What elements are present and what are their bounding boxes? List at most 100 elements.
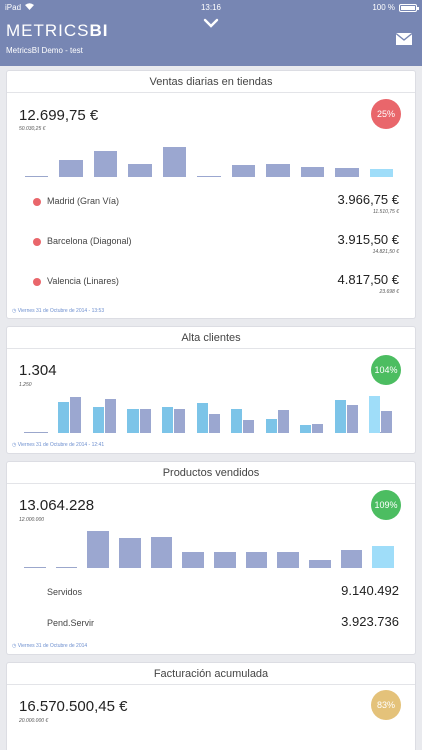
store-target: 11.510,75 € (372, 209, 399, 215)
footer-text: Viernes 31 de Octubre de 2014 - 12:41 (17, 442, 105, 448)
card-title: Productos vendidos (7, 462, 415, 484)
bar-purple (312, 424, 324, 433)
card-facturacion-acumulada[interactable]: Facturación acumulada 16.570.500,45 € 20… (7, 663, 415, 750)
bar (231, 165, 256, 177)
bar-purple (104, 399, 117, 433)
bar-cyan (127, 409, 139, 433)
bar (300, 167, 325, 177)
bar-chart (19, 520, 399, 568)
store-row[interactable]: Barcelona (Diagonal) 3.915,50 € 14.821,5… (19, 232, 399, 262)
bar (59, 160, 83, 177)
store-target: 14.821,50 € (372, 249, 399, 255)
card-footer: ◷ Viernes 31 de Octubre de 2014 - 13:53 (12, 308, 104, 314)
bar-purple (346, 405, 358, 433)
row-label: Pend.Servir (47, 618, 95, 628)
footer-text: Viernes 31 de Octubre de 2014 - 13:53 (17, 308, 105, 314)
bar (128, 164, 152, 177)
card-ventas-diarias[interactable]: Ventas diarias en tiendas 12.699,75 € 50… (7, 71, 415, 318)
card-footer: ◷ Viernes 31 de Octubre de 2014 (12, 643, 87, 649)
status-row[interactable]: Pend.Servir 3.923.736 (19, 614, 399, 634)
bar-empty (24, 432, 49, 433)
bar (150, 537, 173, 568)
card-value: 1.304 (19, 362, 57, 379)
bar (87, 530, 109, 568)
clock-icon: ◷ (12, 308, 17, 314)
row-label: Servidos (47, 587, 83, 597)
status-time: 13:16 (200, 3, 222, 12)
store-row[interactable]: Valencia (Linares) 4.817,50 € 23.698 € (19, 272, 399, 302)
bar (277, 552, 299, 568)
clock-icon: ◷ (12, 643, 17, 649)
card-productos-vendidos[interactable]: Productos vendidos 13.064.228 12.000.000… (7, 462, 415, 654)
device-label: iPad (5, 3, 22, 12)
app-header: METRICSBI MetricsBI Demo - test (0, 16, 422, 66)
bar-cyan (265, 418, 277, 433)
status-bar: iPad 13:16 100 % (0, 0, 422, 16)
bar-cyan (58, 401, 70, 433)
bar-cyan (162, 406, 174, 433)
status-right: 100 % (372, 3, 419, 12)
battery-label: 100 % (372, 3, 395, 12)
bar-cyan (334, 400, 346, 433)
bar (369, 168, 394, 177)
bar-empty (55, 567, 78, 568)
store-value: 4.817,50 € (337, 272, 399, 287)
bar (214, 552, 236, 568)
progress-badge: 83% (371, 690, 401, 720)
chevron-down-icon[interactable] (203, 18, 219, 30)
account-subtitle: MetricsBI Demo - test (6, 46, 83, 55)
row-value: 3.923.736 (341, 614, 399, 629)
progress-badge: 104% (371, 355, 401, 385)
card-alta-clientes[interactable]: Alta clientes 1.304 1.250 104% ◷ Viernes… (7, 327, 415, 453)
battery-icon (399, 3, 419, 12)
bar (266, 164, 290, 177)
store-target: 23.698 € (379, 289, 399, 295)
clock-icon: ◷ (12, 442, 17, 448)
red-dot-icon (33, 198, 41, 206)
bar-chart (19, 129, 399, 177)
bar (309, 559, 331, 568)
store-row[interactable]: Madrid (Gran Vía) 3.966,75 € 11.510,75 € (19, 192, 399, 222)
status-left: iPad (5, 3, 35, 12)
card-target: 50.030,25 € (19, 126, 46, 132)
bar-purple (208, 413, 220, 433)
footer-text: Viernes 31 de Octubre de 2014 (17, 643, 88, 649)
brand-light: METRICS (6, 21, 90, 40)
bar-cyan (300, 425, 312, 433)
card-value: 13.064.228 (19, 497, 95, 514)
bar (182, 552, 204, 568)
card-value: 12.699,75 € (19, 107, 99, 124)
brand-bold: BI (89, 21, 109, 40)
bar (93, 150, 118, 177)
bar-purple (381, 411, 393, 433)
bar (245, 552, 268, 568)
card-title: Ventas diarias en tiendas (7, 71, 415, 93)
app-logo: METRICSBI (6, 21, 109, 41)
store-name: Barcelona (Diagonal) (47, 236, 132, 246)
red-dot-icon (33, 238, 41, 246)
card-title: Facturación acumulada (7, 663, 415, 685)
status-row[interactable]: Servidos 9.140.492 (19, 583, 399, 603)
bar-cyan (196, 403, 208, 433)
card-title: Alta clientes (7, 327, 415, 349)
bar-purple (243, 419, 255, 433)
progress-badge: 25% (371, 99, 401, 129)
bar (340, 549, 363, 568)
store-name: Valencia (Linares) (47, 276, 119, 286)
progress-badge: 109% (371, 490, 401, 520)
bar-purple (174, 409, 186, 433)
bar-chart (19, 385, 399, 433)
store-value: 3.966,75 € (337, 192, 399, 207)
bar (162, 146, 187, 177)
bar-chart (19, 721, 399, 750)
card-footer: ◷ Viernes 31 de Octubre de 2014 - 12:41 (12, 442, 104, 448)
bar-empty (380, 432, 391, 433)
bar-purple (139, 409, 151, 433)
card-value: 16.570.500,45 € (19, 698, 128, 715)
store-value: 3.915,50 € (337, 232, 399, 247)
card-target: 1.250 (19, 382, 32, 388)
mail-icon[interactable] (396, 31, 412, 47)
bar (119, 538, 141, 568)
store-name: Madrid (Gran Vía) (47, 196, 120, 206)
bar-purple (70, 397, 82, 433)
